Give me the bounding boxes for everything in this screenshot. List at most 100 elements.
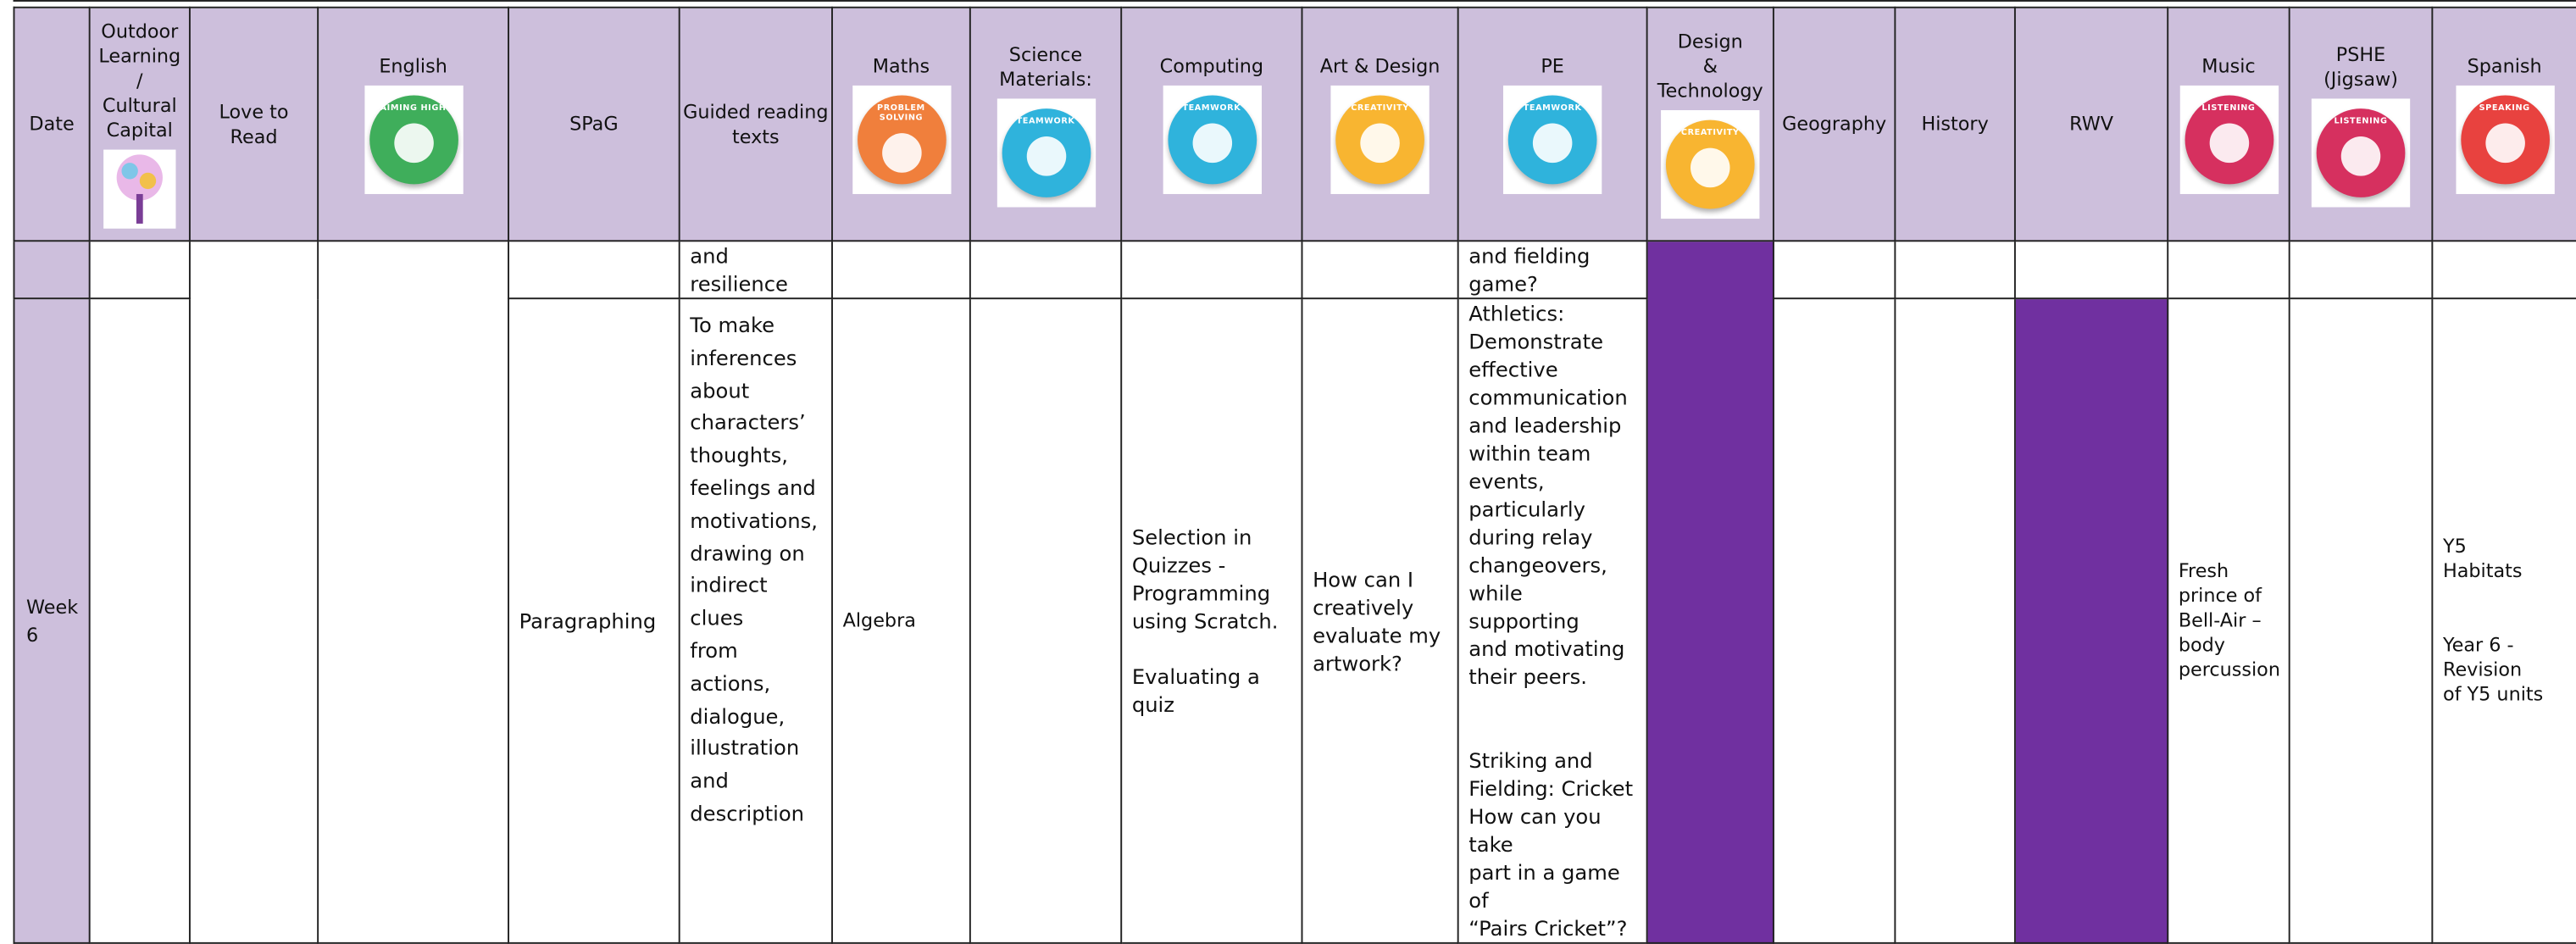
badge-icon: AIMING HIGH [364,85,463,194]
badge-text: SPEAKING [2479,103,2530,114]
column-label: Computing [1159,54,1264,78]
cell [2013,297,2169,944]
column-header: Art & Design CREATIVITY [1301,6,1459,242]
cell [2431,240,2576,300]
column-header: SPaG [508,6,680,242]
column-label: Spanish [2467,54,2542,78]
badge-icon: TEAMWORK [1502,85,1602,194]
column-header: Love to Read [188,6,319,242]
badge-symbol [1532,123,1573,164]
cell: Y5 Habitats Year 6 - Revision of Y5 unit… [2431,297,2576,944]
badge-symbol [1025,136,1066,175]
badge-symbol [881,133,921,173]
header-row: Date Outdoor Learning / Cultural Capital L… [13,6,2576,242]
badge: AIMING HIGH [369,95,458,185]
badge: LISTENING [2316,108,2406,197]
cell [2167,240,2290,300]
badge-text: TEAMWORK [1523,103,1582,114]
column-label: Art & Design [1319,54,1441,78]
column-label: Geography [1782,111,1887,136]
cell [508,240,680,300]
badge-text: CREATIVITY [1351,103,1409,114]
cell [317,240,510,944]
cell [1894,297,2016,944]
cell [1894,240,2016,300]
badge-icon: TEAMWORK [996,97,1096,207]
badge-icon: PROBLEM SOLVING [852,85,951,194]
badge-text: CREATIVITY [1680,128,1740,138]
cell: Fresh prince of Bell-Air – body percussi… [2167,297,2290,944]
badge-icon: LISTENING [2311,97,2411,207]
badge-icon: TEAMWORK [1162,85,1262,194]
badge-text: TEAMWORK [1182,103,1241,114]
cell: Paragraphing [508,297,680,944]
column-label: PE [1541,54,1564,78]
column-label: PSHE (Jigsaw) [2323,42,2398,90]
cell [88,297,191,944]
cell: Athletics: Demonstrate effective communi… [1457,297,1648,944]
column-header: Science Materials: TEAMWORK [969,6,1123,242]
cell [969,297,1123,944]
timetable: Date Outdoor Learning / Cultural Capital L… [13,6,2576,944]
top-border [13,0,2576,8]
column-header: Design & Technology CREATIVITY [1646,6,1774,242]
column-header: RWV [2013,6,2169,242]
cell [1120,240,1303,300]
badge: CREATIVITY [1335,95,1424,185]
cell [1772,297,1896,944]
column-label: Design & Technology [1657,29,1763,103]
badge: PROBLEM SOLVING [857,95,946,185]
badge: LISTENING [2184,95,2273,185]
column-label: Guided reading texts [683,99,829,147]
badge: TEAMWORK [1167,95,1257,185]
column-header: PE TEAMWORK [1457,6,1648,242]
column-label: Date [29,111,75,136]
cell: Algebra [831,297,971,944]
cell [1772,240,1896,300]
cell [1646,240,1774,944]
badge-icon: LISTENING [2179,85,2279,194]
row: Week 6 Paragraphing To make inferences a… [13,297,2576,944]
cell: and fielding game? [1457,240,1648,300]
column-header: Computing TEAMWORK [1120,6,1303,242]
column-label: Outdoor Learning / Cultural Capital [98,19,181,142]
badge-text: TEAMWORK [1016,115,1075,126]
badge: CREATIVITY [1665,119,1755,209]
column-header: History [1894,6,2016,242]
badge-symbol [2340,136,2381,175]
column-header: Guided reading texts [678,6,833,242]
badge-symbol [1690,147,1730,188]
column-label: Love to Read [219,99,289,147]
cell: To make inferences about characters’ tho… [678,297,833,944]
cell [188,240,319,944]
tree-image [103,149,176,229]
badge: TEAMWORK [1507,95,1597,185]
cell: and resilience [678,240,833,300]
column-label: History [1921,111,1989,136]
cell [2288,240,2434,300]
cell: Selection in Quizzes - Programming using… [1120,297,1303,944]
column-label: Music [2201,54,2256,78]
badge: TEAMWORK [1001,108,1091,197]
cell: How can I creatively evaluate my artwork… [1301,297,1459,944]
badge: SPEAKING [2460,95,2550,185]
column-header: PSHE (Jigsaw) LISTENING [2288,6,2434,242]
badge-text: AIMING HIGH [380,103,447,114]
column-label: RWV [2069,111,2113,136]
cell [2288,297,2434,944]
badge-symbol [2484,123,2524,164]
cell: Week 6 [13,297,91,944]
badge-symbol [1191,123,1232,164]
column-label: English [379,54,447,78]
cell [831,240,971,300]
badge-icon: SPEAKING [2455,85,2554,194]
column-header: Date [13,6,91,242]
cell [88,240,191,300]
cell [13,240,91,300]
column-header: Geography [1772,6,1896,242]
cell [1301,240,1459,300]
badge-text: LISTENING [2334,115,2388,126]
badge-text: LISTENING [2201,103,2256,114]
badge-icon: CREATIVITY [1661,110,1760,219]
